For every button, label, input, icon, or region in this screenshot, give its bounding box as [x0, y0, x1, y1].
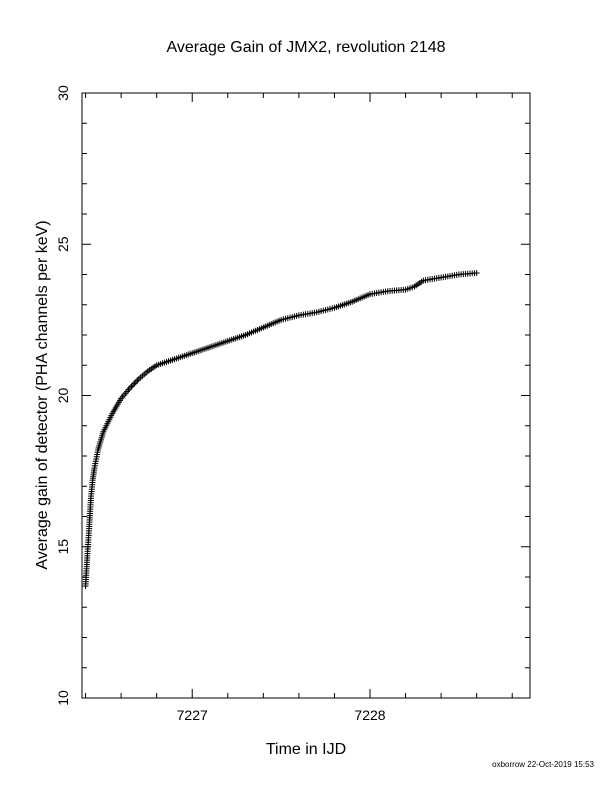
data-point [473, 269, 480, 276]
data-point [278, 316, 285, 323]
data-point [87, 495, 94, 502]
plot-frame [81, 92, 531, 699]
y-tick-label: 25 [55, 236, 71, 252]
data-point [411, 283, 418, 290]
y-tick-label: 20 [55, 388, 71, 404]
x-tick-label: 7227 [177, 707, 208, 723]
data-point [384, 288, 391, 295]
data-point [331, 304, 338, 311]
data-point [260, 324, 267, 331]
trace-marker [129, 381, 136, 388]
data-point [153, 362, 160, 369]
data-point [86, 525, 93, 532]
trace-marker [134, 377, 141, 384]
y-axis-label: Average gain of detector (PHA channels p… [34, 220, 51, 569]
data-point [135, 375, 142, 382]
data-point [91, 465, 98, 472]
y-tick-label: 30 [55, 85, 71, 101]
data-point [420, 277, 427, 284]
data-point [100, 428, 107, 435]
trace-marker [128, 383, 135, 390]
data-point [171, 356, 178, 363]
footer-stamp: oxborrow 22-Oct-2019 15:53 [492, 760, 594, 769]
y-tick-label: 10 [55, 690, 71, 706]
data-point [127, 384, 133, 391]
data-point [455, 271, 462, 278]
data-point [349, 298, 356, 305]
chart-title: Average Gain of JMX2, revolution 2148 [167, 39, 446, 56]
x-axis-label: Time in IJD [266, 741, 346, 758]
data-point [95, 446, 101, 453]
data-point [242, 332, 249, 338]
trace-marker [132, 378, 139, 385]
data-point [295, 312, 302, 319]
data-point [118, 395, 125, 402]
trace-marker [131, 380, 138, 387]
data-point [89, 477, 96, 484]
data-point [224, 338, 231, 345]
data-point [144, 368, 151, 375]
data-point [367, 291, 373, 298]
data-point [313, 309, 320, 316]
data-point [438, 274, 445, 281]
y-tick-label: 15 [55, 539, 71, 555]
data-point [402, 286, 409, 293]
x-tick-label: 7228 [354, 707, 385, 723]
data-point [84, 552, 91, 559]
data-point [207, 344, 213, 351]
data-point [82, 583, 89, 590]
data-point [189, 350, 196, 357]
data-point [109, 410, 116, 417]
